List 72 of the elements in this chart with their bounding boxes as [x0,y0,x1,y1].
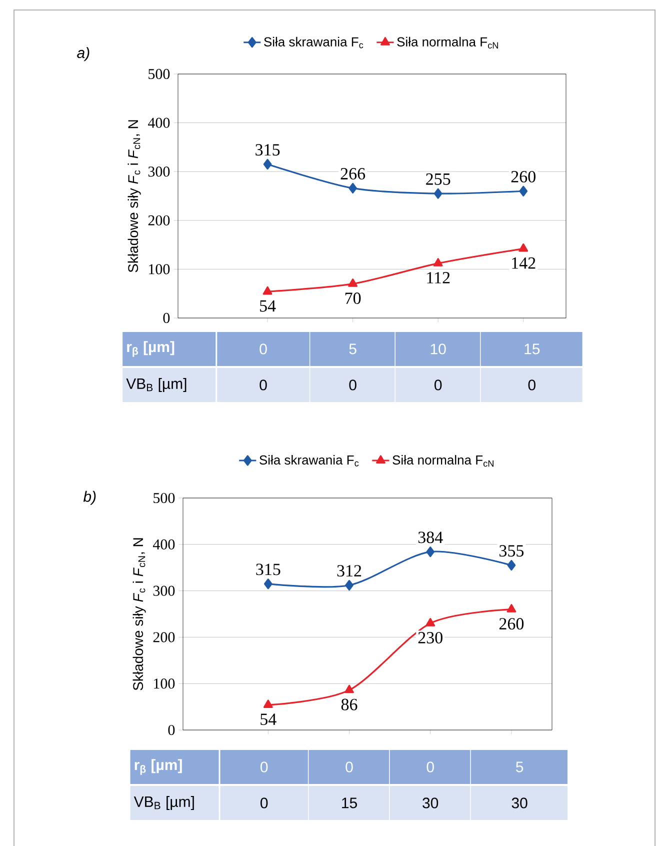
y-tick-label: 100 [154,678,175,689]
text: 30 [512,798,528,808]
text: 15 [342,798,357,808]
data-label: 255 [426,173,450,185]
data-label: 112 [427,272,450,284]
x-tick-label: 0 [346,762,353,772]
text: 0 [434,380,442,390]
y-tick-label: 500 [154,492,175,504]
legend-label: Siła normalna F$_{cN}$ [392,455,494,467]
point [344,684,354,694]
y-tick-label: 500 [148,68,170,80]
text: 0 [260,798,268,808]
legend-label: Siła normalna F$_{cN}$ [397,36,498,49]
data-label: 315 [256,564,280,576]
point [264,578,272,590]
data-label: 86 [341,698,358,710]
data-label: 315 [256,144,280,156]
text: 0 [260,380,267,390]
data-label: 260 [511,170,536,182]
point [263,700,273,708]
data-label: 70 [345,292,361,304]
point [506,604,516,612]
data-label: 54 [260,714,276,726]
point [518,243,528,252]
y-tick-label: 200 [153,632,175,642]
point [433,258,443,266]
x-tick-label: 10 [430,344,446,354]
data-label: 54 [260,300,276,312]
chart-title: b) [83,490,96,505]
x-tick-label: 5 [349,344,356,354]
point [263,158,272,170]
y-tick-label: 400 [152,539,175,550]
y-axis-title: Składowe siły F$_{c}$ i F$_{cN}$, N [132,538,146,690]
data-label: 230 [418,632,442,644]
point [507,560,516,571]
text: 0 [528,380,536,390]
legend-label: Siła skrawania F$_{c}$ [260,455,359,466]
x-tick-label: 15 [524,344,540,354]
point [519,186,528,196]
data-label: 355 [500,545,524,557]
point [262,286,272,295]
text: 30 [422,798,438,808]
data-label: 266 [340,168,366,180]
text: VB$_{B}$ [µm] [126,378,186,392]
legend-label: Siła skrawania F$_{c}$ [264,36,364,48]
y-tick-label: 300 [153,586,175,596]
x-tick-label: 0 [426,762,434,772]
x-tick-label: 0 [260,762,268,772]
data-label: 312 [337,565,362,577]
y-tick-label: 400 [148,118,170,128]
text: VB$_{B}$ [µm] [134,796,194,810]
point [348,278,358,287]
chart-title: a) [77,47,90,62]
point [348,182,357,194]
point [434,188,442,199]
y-tick-label: 200 [148,215,170,226]
text: 0 [349,380,356,390]
x-tick-label: 5 [516,762,524,772]
point [426,618,436,626]
x-tick-label: 0 [260,344,267,354]
data-label: 260 [499,618,524,630]
data-label: 384 [418,532,443,544]
x-axis-title: r$_{β}$ [µm] [127,341,174,357]
x-axis-title: r$_{β}$ [µm] [134,759,182,775]
data-label: 142 [512,257,536,269]
y-tick-label: 0 [168,724,175,736]
y-tick-label: 0 [163,312,170,324]
y-axis-title: Składowe siły F$_{c}$ i F$_{cN}$, N [128,120,141,272]
y-tick-label: 100 [149,264,170,274]
point [345,580,354,591]
y-tick-label: 300 [148,166,170,177]
point [426,546,435,558]
